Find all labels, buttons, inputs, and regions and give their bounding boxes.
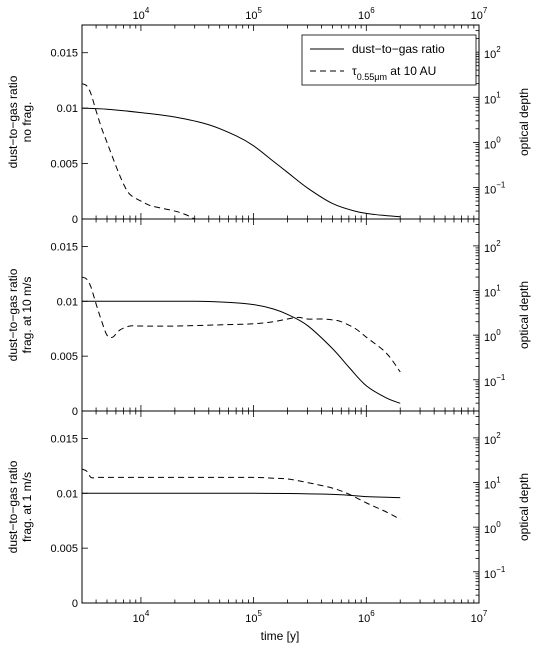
y-axis-label-left-line2: frag. at 10 m/s [20,277,34,354]
y-tick-label-left: 0.005 [50,351,78,363]
legend-box [301,34,477,86]
y-tick-label-right: 102 [484,45,501,61]
x-tick-label-top: 104 [133,6,150,22]
y-tick-label-right: 10−1 [484,180,506,196]
plot-frame [81,218,480,412]
y-tick-label-right: 101 [484,284,501,300]
y-axis-label-right: optical depth [517,473,531,541]
y-axis-label-left-line2: no frag. [20,102,34,143]
panel-1: 0 0.005 0.01 0.015 10−1 100 101 102 dust−to−gas … [6,6,531,226]
series-dust-to-gas-ratio [81,107,401,218]
x-tick-label: 104 [133,609,150,625]
y-tick-label-right: 10−1 [484,565,506,581]
panel-3: 0 0.005 0.01 0.015 10−1 100 101 102 dust−to−gas … [6,410,531,625]
y-tick-label-left: 0 [72,598,78,610]
y-tick-label-right: 100 [484,520,501,536]
panel-2: 0 0.005 0.01 0.015 10−1 100 101 102 dust−to−gas … [6,218,531,418]
y-tick-label-left: 0.015 [50,241,78,253]
x-axis-label: time [y] [261,629,300,643]
legend-entry: dust−to−gas ratio [352,42,445,56]
x-tick-label: 106 [358,609,375,625]
x-tick-label-top: 105 [245,6,262,22]
y-tick-label-left: 0 [72,406,78,418]
y-tick-label-left: 0.01 [57,103,78,115]
series-optical-depth [81,468,401,520]
x-tick-label-top: 106 [358,6,375,22]
y-axis-label-left: dust−to−gas ratio [6,75,20,168]
y-axis-label-right: optical depth [517,281,531,349]
y-axis-label-right: optical depth [517,88,531,156]
series-dust-to-gas-ratio [82,300,401,404]
legend: dust−to−gas ratio τ0.55μm at 10 AU [301,34,477,86]
series-optical-depth [81,83,195,220]
y-tick-label-left: 0.015 [50,433,78,445]
y-axis-label-left: dust−to−gas ratio [6,460,20,553]
y-axis-label-left: dust−to−gas ratio [6,268,20,361]
y-tick-label-right: 101 [484,90,501,106]
series-dust-to-gas-ratio [82,492,401,499]
y-tick-label-left: 0.015 [50,48,78,60]
y-tick-label-right: 100 [484,328,501,344]
y-tick-label-left: 0.01 [57,296,78,308]
panels: 0 0.005 0.01 0.015 10−1 100 101 102 dust−to−gas … [6,6,531,625]
y-tick-label-right: 101 [484,476,501,492]
y-tick-label-left: 0.005 [50,159,78,171]
y-tick-label-right: 102 [484,431,501,447]
x-tick-label: 107 [471,609,488,625]
series-optical-depth [81,276,401,373]
y-tick-label-right: 10−1 [484,373,506,389]
y-tick-label-left: 0.01 [57,488,78,500]
legend-entry: τ0.55μm at 10 AU [352,64,436,82]
y-tick-label-right: 100 [484,135,501,151]
x-tick-label: 105 [245,609,262,625]
y-axis-label-left-line2: frag. at 1 m/s [20,472,34,542]
y-tick-label-right: 102 [484,239,501,255]
y-tick-label-left: 0 [72,214,78,226]
y-tick-label-left: 0.005 [50,543,78,555]
x-tick-label-top: 107 [471,6,488,22]
plot-frame [81,410,480,604]
